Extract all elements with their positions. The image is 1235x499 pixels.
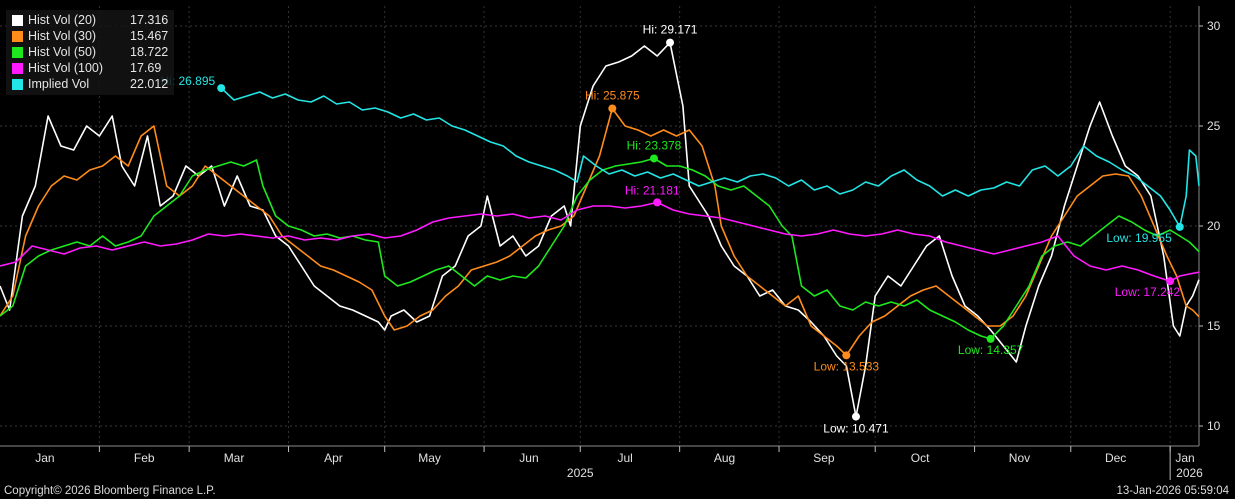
series-line-1 xyxy=(0,107,1200,357)
legend-item-hist-vol-20[interactable]: Hist Vol (20) 17.316 xyxy=(12,12,168,28)
y-tick-label: 25 xyxy=(1207,119,1221,133)
legend-item-hist-vol-100[interactable]: Hist Vol (100) 17.69 xyxy=(12,60,168,76)
x-tick-label: Nov xyxy=(1009,451,1030,465)
y-tick-label: 20 xyxy=(1207,219,1221,233)
x-tick-label: Mar xyxy=(224,451,245,465)
hi-marker-3 xyxy=(653,198,662,207)
y-tick-label: 30 xyxy=(1207,19,1221,33)
chart-legend: Hist Vol (20) 17.316 Hist Vol (30) 15.46… xyxy=(6,10,175,95)
year-label: 2026 xyxy=(1176,466,1203,480)
low-label-1: Low: 13.533 xyxy=(814,359,880,373)
copyright-text: Copyright© 2026 Bloomberg Finance L.P. xyxy=(4,485,216,497)
hi-label-0: Hi: 29.171 xyxy=(643,23,698,37)
legend-series-name: Hist Vol (30) xyxy=(28,29,97,43)
x-tick-label: Oct xyxy=(911,451,930,465)
x-tick-label: Dec xyxy=(1105,451,1126,465)
low-marker-3 xyxy=(1166,277,1175,286)
hi-label-2: Hi: 23.378 xyxy=(627,138,682,152)
series-lines xyxy=(0,41,1200,418)
legend-swatch xyxy=(12,46,23,58)
legend-series-name: Hist Vol (50) xyxy=(28,45,97,59)
series-line-4 xyxy=(220,87,1200,228)
year-label: 2025 xyxy=(567,466,594,480)
hi-marker-4 xyxy=(217,84,226,93)
legend-series-last-value: 17.316 xyxy=(130,13,169,27)
x-tick-label: May xyxy=(418,451,441,465)
hi-marker-2 xyxy=(650,154,658,163)
grid-lines xyxy=(0,6,1199,446)
low-label-0: Low: 10.471 xyxy=(823,422,889,436)
legend-series-name: Implied Vol xyxy=(28,77,90,91)
x-tick-label: Jul xyxy=(617,451,632,465)
x-tick-label: Aug xyxy=(714,451,735,465)
hi-marker-0 xyxy=(666,38,675,47)
low-label-3: Low: 17.242 xyxy=(1115,285,1181,299)
legend-item-hist-vol-30[interactable]: Hist Vol (30) 15.467 xyxy=(12,28,168,44)
timestamp-text: 13-Jan-2026 05:59:04 xyxy=(1116,485,1229,497)
low-label-2: Low: 14.357 xyxy=(958,343,1024,357)
x-tick-label: Apr xyxy=(324,451,343,465)
legend-series-last-value: 22.012 xyxy=(130,77,169,91)
legend-item-hist-vol-50[interactable]: Hist Vol (50) 18.722 xyxy=(12,44,168,60)
legend-swatch xyxy=(12,14,23,26)
x-tick-label: Feb xyxy=(134,451,155,465)
x-tick-label: Jan xyxy=(35,451,54,465)
hi-label-3: Hi: 21.181 xyxy=(625,183,680,197)
x-tick-label: Jun xyxy=(519,451,538,465)
legend-item-implied-vol[interactable]: Implied Vol 22.012 xyxy=(12,76,168,92)
legend-series-last-value: 17.69 xyxy=(130,61,162,75)
legend-series-name: Hist Vol (100) xyxy=(28,61,104,75)
hi-label-1: Hi: 25.875 xyxy=(585,89,640,103)
low-marker-2 xyxy=(986,334,995,343)
y-tick-label: 10 xyxy=(1207,419,1221,433)
legend-swatch xyxy=(12,30,23,42)
legend-series-last-value: 18.722 xyxy=(130,45,169,59)
hi-marker-1 xyxy=(608,104,617,113)
x-tick-label: Jan xyxy=(1175,451,1194,465)
hi-low-annotations: Hi: 29.171 Low: 10.471 Hi: 25.875 Low: 13.5… xyxy=(161,23,1184,436)
hi-label-4: Hi: 26.895 xyxy=(161,74,216,88)
legend-swatch xyxy=(12,78,23,90)
low-marker-1 xyxy=(842,351,851,360)
low-marker-0 xyxy=(851,412,860,421)
y-tick-label: 15 xyxy=(1207,319,1221,333)
x-tick-label: Sep xyxy=(813,451,835,465)
low-marker-4 xyxy=(1175,222,1184,231)
legend-series-last-value: 15.467 xyxy=(130,29,169,43)
series-line-3 xyxy=(0,201,1200,282)
series-line-0 xyxy=(0,41,1200,418)
low-label-4: Low: 19.955 xyxy=(1106,231,1172,245)
legend-series-name: Hist Vol (20) xyxy=(28,13,97,27)
legend-swatch xyxy=(12,62,23,74)
